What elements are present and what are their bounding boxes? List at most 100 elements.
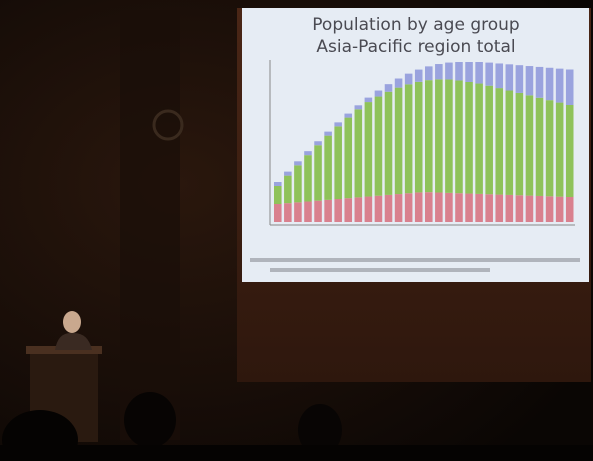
slide-bar-segment — [425, 192, 433, 222]
slide-bar-segment — [475, 83, 483, 194]
slide-bar-segment — [485, 62, 493, 86]
slide-bar-segment — [374, 96, 383, 196]
slide-bar-segment — [445, 62, 453, 80]
slide-bar-segment — [384, 194, 393, 222]
audience-head — [124, 392, 176, 448]
slide-footnote — [250, 258, 580, 262]
slide-bar-segment — [324, 135, 332, 200]
slide-bar-segment — [394, 78, 403, 88]
slide-subtitle: Asia-Pacific region total — [316, 37, 515, 57]
slide-bar-segment — [384, 91, 393, 195]
slide-bar-segment — [344, 117, 353, 199]
slide-bar-segment — [455, 62, 463, 81]
slide-bar-segment — [334, 199, 342, 222]
slide-bar-segment — [425, 80, 433, 193]
slide-bar-segment — [304, 151, 312, 156]
slide-bar-segment — [354, 105, 363, 110]
slide-bar-segment — [324, 131, 332, 136]
slide-bar-segment — [314, 145, 322, 201]
slide-bar-segment — [465, 62, 473, 82]
slide-bar-segment — [314, 141, 322, 146]
slide-bar-segment — [505, 194, 514, 222]
slide-bar-segment — [535, 66, 544, 98]
slide-bar-segment — [445, 192, 453, 222]
slide-bar-segment — [515, 65, 524, 93]
slide-bar-segment — [354, 109, 363, 198]
slide-bar-segment — [304, 201, 312, 222]
speaker-body — [55, 332, 92, 350]
slide-bar-segment — [364, 196, 373, 222]
slide-bar-segment — [525, 95, 534, 196]
curtain — [120, 10, 180, 440]
slide-bar-segment — [284, 175, 292, 204]
slide-bar-segment — [274, 182, 282, 186]
slide-bar-segment — [384, 84, 393, 92]
slide-bar-segment — [284, 171, 292, 176]
slide-bar-segment — [555, 68, 564, 103]
slide-bar-segment — [525, 195, 534, 222]
slide-bar-segment — [435, 192, 443, 222]
slide-bar-segment — [354, 197, 363, 222]
slide-bar-segment — [334, 122, 342, 127]
slide-bar-segment — [324, 199, 332, 222]
slide-bar-segment — [425, 66, 433, 81]
slide-bar-segment — [404, 193, 413, 222]
slide-bar-segment — [525, 66, 534, 96]
slide-bar-segment — [344, 113, 353, 118]
slide-bar-segment — [535, 195, 544, 222]
slide-bar-segment — [274, 186, 282, 204]
slide-bar-segment — [435, 64, 443, 80]
slide-bar-segment — [334, 126, 342, 200]
slide-bar-segment — [565, 69, 574, 105]
slide-bar-segment — [304, 155, 312, 202]
slide-bar-segment — [465, 81, 473, 194]
slide-bar-segment — [505, 64, 514, 91]
slide-bar-segment — [475, 62, 483, 84]
slide-bar-segment — [545, 67, 554, 101]
slide-bar-segment — [485, 194, 493, 222]
slide-bar-segment — [435, 79, 443, 193]
slide-bar-segment — [535, 97, 544, 196]
slide-bar-segment — [404, 84, 413, 194]
slide-bar-segment — [545, 100, 554, 197]
audience-head — [298, 404, 342, 456]
slide-bar-segment — [565, 105, 574, 197]
slide-bar-segment — [414, 192, 423, 222]
slide-bar-segment — [404, 73, 413, 85]
slide-bar-segment — [294, 161, 302, 166]
slide-bar-segment — [455, 80, 463, 194]
slide-bar-segment — [314, 200, 322, 222]
slide-bar-segment — [284, 203, 292, 222]
slide-bar-segment — [274, 204, 282, 222]
speaker-head — [63, 311, 81, 333]
slide-bar-segment — [374, 90, 383, 97]
slide-bar-segment — [394, 87, 403, 195]
slide-bar-segment — [294, 165, 302, 203]
slide-footnote — [270, 268, 490, 272]
audience-row — [0, 445, 593, 461]
slide-bar-segment — [555, 102, 564, 197]
slide-title: Population by age group — [312, 15, 519, 35]
slide-bar-segment — [495, 194, 504, 222]
slide-bar-segment — [465, 193, 473, 222]
slide-bar-segment — [475, 193, 483, 222]
slide-chart-bars — [274, 62, 574, 222]
slide-bar-segment — [294, 202, 302, 222]
un-emblem — [152, 109, 184, 141]
slide-bar-segment — [555, 196, 564, 222]
slide-bar-segment — [394, 194, 403, 222]
slide-bar-segment — [364, 97, 373, 103]
slide-bar-segment — [364, 102, 373, 197]
slide-bar-segment — [414, 81, 423, 193]
slide-bar-segment — [485, 85, 493, 195]
slide-bar-segment — [455, 193, 463, 222]
slide-bar-segment — [545, 196, 554, 222]
slide-bar-segment — [445, 79, 453, 193]
slide-bar-segment — [515, 92, 524, 196]
slide-bar-segment — [495, 63, 504, 89]
slide-bar-segment — [565, 197, 574, 222]
slide-bar-segment — [495, 88, 504, 195]
slide-bar-segment — [414, 69, 423, 82]
slide-bar-segment — [505, 90, 514, 195]
slide-bar-segment — [344, 198, 353, 222]
